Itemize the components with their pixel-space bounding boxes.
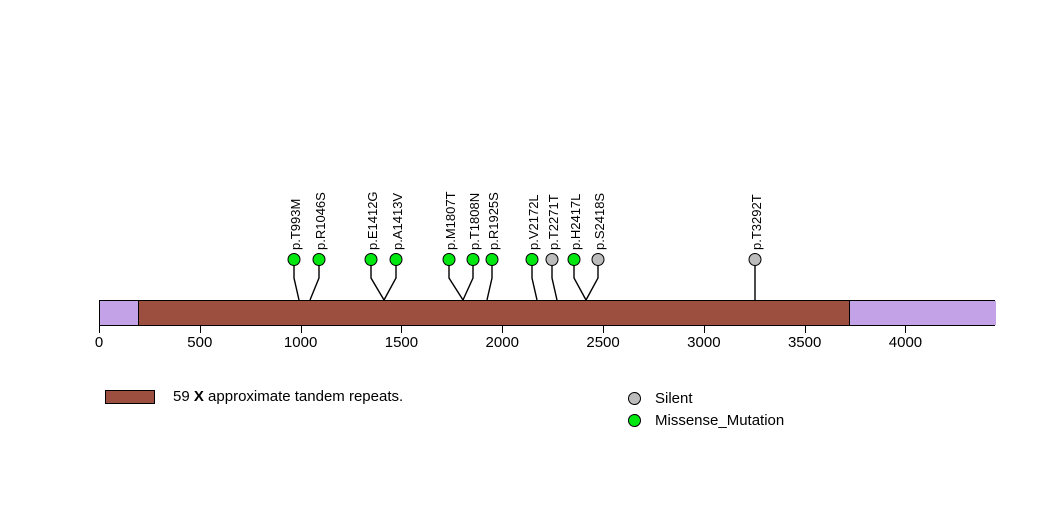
legend-domain-multiplier: X xyxy=(193,388,204,405)
lollipop-head-pT3292T[interactable] xyxy=(748,252,762,266)
lollipop-label: p.T2271T xyxy=(546,194,561,250)
lollipop-head-pR1925S[interactable] xyxy=(485,252,499,266)
lollipop-head-pE1412G[interactable] xyxy=(364,252,378,266)
lollipop-label: p.R1925S xyxy=(486,192,501,250)
lollipop-head-pT1808N[interactable] xyxy=(466,252,480,266)
lollipop-head-pV2172L[interactable] xyxy=(525,252,539,266)
protein-track xyxy=(99,300,996,326)
domain-region-tandem-repeat-region xyxy=(138,301,851,325)
lollipop-label: p.A1413V xyxy=(390,192,405,250)
domain-region-c-terminal-region xyxy=(850,301,996,325)
legend-variant-label: Missense_Mutation xyxy=(655,411,785,429)
lollipop-label: p.H2417L xyxy=(568,193,583,250)
lollipop-label: p.M1807T xyxy=(443,191,458,250)
legend-domain-suffix: approximate tandem repeats. xyxy=(203,388,404,405)
lollipop-label: p.R1046S xyxy=(313,192,328,250)
lollipop-label: p.T993M xyxy=(288,198,303,250)
legend-domain-label: 59 X approximate tandem repeats. xyxy=(173,388,403,405)
lollipop-label: p.T3292T xyxy=(749,194,764,250)
lollipop-label: p.S2418S xyxy=(592,192,607,250)
lollipop-head-pA1413V[interactable] xyxy=(389,252,403,266)
legend-domain-count: 59 xyxy=(173,388,194,405)
lollipop-head-pT993M[interactable] xyxy=(287,252,301,266)
lollipop-label: p.E1412G xyxy=(365,191,380,250)
lollipop-head-pR1046S[interactable] xyxy=(312,252,326,266)
lollipop-label: p.V2172L xyxy=(526,194,541,250)
legend-variant-row[interactable]: Missense_Mutation xyxy=(628,409,784,431)
legend-variant-dot xyxy=(628,413,641,427)
lollipop-head-pM1807T[interactable] xyxy=(442,252,456,266)
legend-variant-row[interactable]: Silent xyxy=(628,387,784,409)
legend-variant-label: Silent xyxy=(655,389,693,407)
lollipop-head-pT2271T[interactable] xyxy=(545,252,559,266)
legend-domain-swatch xyxy=(105,389,155,404)
legend-variant-dot xyxy=(628,391,641,405)
legend-variant-types: Silent Missense_Mutation xyxy=(628,387,784,431)
lollipop-head-pH2417L[interactable] xyxy=(567,252,581,266)
lollipop-label: p.T1808N xyxy=(467,192,482,250)
lollipop-head-pS2418S[interactable] xyxy=(591,252,605,266)
legend-domain: 59 X approximate tandem repeats. xyxy=(105,388,403,405)
domain-region-n-terminal-region xyxy=(100,301,139,325)
